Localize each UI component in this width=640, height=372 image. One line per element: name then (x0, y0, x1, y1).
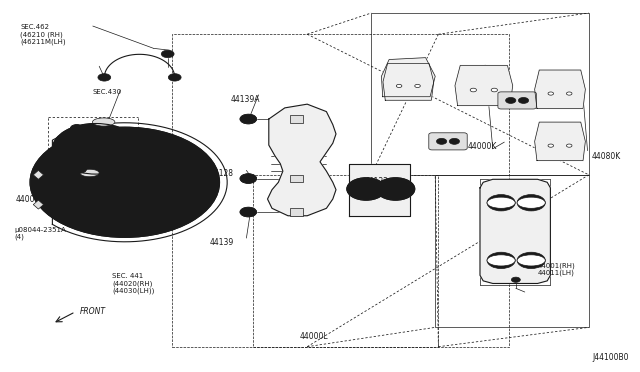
Polygon shape (381, 58, 435, 97)
Text: 44122: 44122 (365, 177, 388, 186)
Bar (290, 115, 303, 123)
Text: FRONT: FRONT (80, 307, 106, 316)
Polygon shape (534, 70, 586, 109)
Text: 44001(RH)
44011(LH): 44001(RH) 44011(LH) (538, 262, 575, 276)
FancyBboxPatch shape (429, 133, 467, 150)
Polygon shape (268, 104, 336, 216)
Polygon shape (33, 200, 44, 209)
Circle shape (566, 92, 572, 95)
Ellipse shape (93, 118, 115, 126)
Text: 44000K: 44000K (467, 142, 497, 151)
Circle shape (240, 207, 257, 217)
Ellipse shape (80, 169, 99, 177)
Circle shape (548, 144, 554, 147)
Bar (290, 175, 303, 182)
Polygon shape (383, 64, 434, 100)
Circle shape (491, 88, 497, 92)
Circle shape (240, 114, 257, 124)
Circle shape (449, 138, 460, 144)
Text: SEC.430: SEC.430 (93, 89, 122, 95)
Bar (290, 208, 303, 216)
Circle shape (74, 166, 86, 173)
Circle shape (30, 127, 220, 237)
Text: SEC. 441
(44020(RH)
(44030(LH)): SEC. 441 (44020(RH) (44030(LH)) (112, 273, 154, 294)
Circle shape (98, 74, 111, 81)
Text: 44139: 44139 (210, 238, 234, 247)
Polygon shape (33, 170, 44, 179)
Circle shape (511, 277, 520, 282)
Text: 44128: 44128 (210, 169, 234, 178)
Circle shape (396, 84, 402, 87)
Polygon shape (534, 122, 586, 161)
Bar (371, 13, 589, 175)
Text: 44000C: 44000C (16, 195, 45, 204)
Circle shape (566, 144, 572, 147)
Ellipse shape (517, 255, 545, 266)
Ellipse shape (487, 197, 515, 208)
Polygon shape (349, 164, 410, 216)
Circle shape (168, 74, 181, 81)
Text: SEC.462
(46210 (RH)
(46211M(LH): SEC.462 (46210 (RH) (46211M(LH) (20, 24, 66, 45)
Circle shape (376, 178, 415, 200)
Circle shape (240, 174, 257, 183)
FancyBboxPatch shape (498, 92, 536, 109)
Text: 44139A: 44139A (230, 95, 260, 104)
Circle shape (506, 97, 516, 103)
Circle shape (52, 124, 140, 174)
Polygon shape (480, 179, 550, 283)
Circle shape (347, 178, 385, 200)
Circle shape (115, 160, 128, 167)
Circle shape (517, 195, 545, 211)
Ellipse shape (517, 197, 545, 208)
Circle shape (470, 88, 477, 92)
Circle shape (161, 50, 174, 58)
Text: J44100B0: J44100B0 (592, 353, 628, 362)
Text: 44000L: 44000L (300, 333, 328, 341)
Polygon shape (455, 65, 513, 106)
Circle shape (415, 84, 420, 87)
Circle shape (487, 195, 515, 211)
Text: µ08044-2351A
(4): µ08044-2351A (4) (14, 227, 66, 240)
Bar (435, 175, 589, 327)
Ellipse shape (487, 255, 515, 266)
Circle shape (112, 130, 125, 138)
Circle shape (436, 138, 447, 144)
Circle shape (70, 125, 83, 132)
Circle shape (487, 252, 515, 269)
Circle shape (518, 97, 529, 103)
Circle shape (548, 92, 554, 95)
Text: 44080K: 44080K (592, 152, 621, 161)
Circle shape (517, 252, 545, 269)
